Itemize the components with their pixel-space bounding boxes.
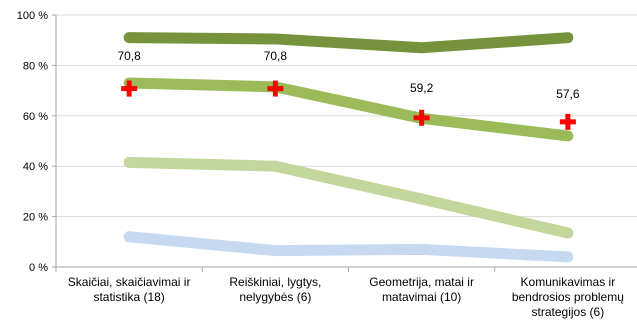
x-tick-label: Komunikavimas ir bendrosios problemų strat… (512, 275, 624, 319)
x-tick-label-line: matavimai (10) (382, 290, 461, 304)
x-tick-label: Skaičiai, skaičiavimai ir statistika (18) (68, 275, 191, 304)
y-tick-label: 40 % (23, 161, 48, 173)
marker-point (121, 80, 138, 97)
x-tick-label-line: Reiškiniai, lygtys, (229, 275, 321, 289)
plus-marker-v (126, 80, 132, 97)
x-tick-label-line: Komunikavimas ir (521, 275, 616, 289)
x-tick-label-line: Geometrija, matai ir (369, 275, 474, 289)
y-axis: 0 % 20 % 40 % 60 % 80 % 100 % (17, 10, 57, 274)
x-tick-label: Reiškiniai, lygtys, nelygybės (6) (229, 275, 321, 304)
plus-marker-v (565, 113, 571, 130)
y-tick-label: 100 % (17, 10, 48, 22)
marker-point (413, 109, 430, 126)
series-lines (123, 32, 574, 263)
plus-marker-v (419, 109, 425, 126)
series-line-3 (123, 156, 574, 239)
series-line-4 (123, 231, 574, 263)
x-tick-label-line: strategijos (6) (532, 305, 605, 319)
y-tick-label: 20 % (23, 212, 48, 224)
data-label: 59,2 (410, 81, 434, 95)
plus-marker-v (272, 80, 278, 97)
x-tick-label-line: bendrosios problemų (512, 290, 624, 304)
x-tick-label-line: Skaičiai, skaičiavimai ir (68, 275, 191, 289)
marker-point (559, 113, 576, 130)
x-tick-label-line: nelygybės (6) (239, 290, 311, 304)
data-label: 70,8 (264, 49, 288, 63)
x-tick-label: Geometrija, matai ir matavimai (10) (369, 275, 474, 304)
y-tick-label: 60 % (23, 111, 48, 123)
data-label: 70,8 (117, 49, 141, 63)
data-label: 57,6 (556, 87, 580, 101)
y-tick-label: 0 % (29, 262, 48, 274)
x-tick-label-line: statistika (18) (93, 290, 164, 304)
y-tick-label: 80 % (23, 60, 48, 72)
marker-point (267, 80, 284, 97)
series-line-2 (123, 77, 574, 142)
average-markers: 70,8 70,8 59,2 57,6 (117, 49, 580, 130)
series-line-1 (123, 32, 574, 54)
x-axis: Skaičiai, skaičiavimai ir statistika (18)… (55, 266, 637, 319)
